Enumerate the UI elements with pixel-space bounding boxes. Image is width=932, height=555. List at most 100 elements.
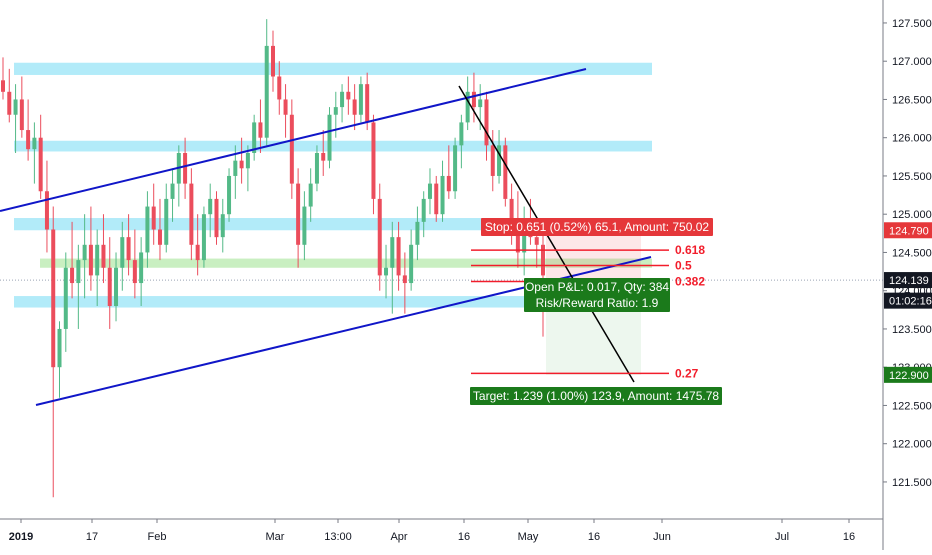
countdown-tag-bg — [884, 292, 932, 309]
candle-body — [390, 237, 395, 268]
candle-body — [396, 237, 401, 276]
price-tick-label: 125.500 — [892, 171, 932, 183]
candle-body — [126, 237, 131, 261]
zone-band — [14, 296, 652, 308]
candle-body — [365, 84, 370, 123]
candle-body — [258, 122, 263, 138]
candle-body — [283, 99, 288, 115]
price-tick-label: 127.500 — [892, 18, 932, 30]
price-tick-label: 123.500 — [892, 324, 932, 336]
fib-label: 0.27 — [675, 366, 699, 380]
candle-body — [503, 145, 508, 199]
candle-body — [233, 160, 238, 176]
candle-body — [522, 221, 527, 253]
candle-body — [208, 198, 213, 215]
target-label-bg — [470, 387, 722, 405]
candle-body — [195, 244, 200, 261]
candle-body — [145, 206, 150, 253]
candle-body — [409, 244, 414, 284]
candle-body — [509, 198, 514, 230]
target-level-tag-bg — [884, 366, 932, 383]
candle-body — [151, 206, 156, 230]
open-pnl-label-bg — [524, 278, 670, 296]
candle-body — [189, 183, 194, 245]
candle-body — [434, 183, 439, 215]
candle-body — [277, 76, 282, 100]
fib-label: 0.5 — [675, 258, 692, 272]
price-tick-label: 121.500 — [892, 477, 932, 489]
time-tick-label: Apr — [390, 531, 407, 543]
candle-body — [201, 214, 206, 261]
zone-band — [40, 258, 652, 268]
candle-body — [252, 122, 257, 153]
candle-body — [384, 267, 389, 276]
candle-body — [453, 145, 458, 192]
zone-band — [14, 140, 652, 152]
candle-body — [415, 221, 420, 245]
candle-body — [76, 260, 81, 284]
candle-body — [358, 84, 363, 115]
candle-body — [497, 145, 502, 176]
target-label: Target: 1.239 (1.00%) 123.9, Amount: 147… — [473, 389, 719, 403]
candle-body — [515, 229, 520, 253]
candle-body — [308, 183, 313, 207]
time-tick-label: Feb — [148, 531, 167, 543]
candle-body — [107, 267, 112, 306]
candle-body — [51, 229, 56, 368]
channel-upper-line — [0, 68, 587, 212]
candle-body — [164, 198, 169, 245]
stop-label: Stop: 0.651 (0.52%) 65.1, Amount: 750.02 — [485, 220, 709, 234]
candle-body — [314, 153, 319, 184]
candle-body — [63, 267, 68, 329]
candle-body — [170, 183, 175, 199]
risk-reward-label-bg — [524, 294, 670, 312]
candle-body — [214, 198, 219, 238]
candle-body — [271, 45, 275, 77]
stop-level-tag: 124.790 — [889, 225, 929, 237]
candle-body — [440, 175, 445, 215]
candle-body — [38, 137, 43, 192]
countdown-tag: 01:02:16 — [889, 296, 932, 308]
candle-body — [88, 244, 93, 276]
candle-body — [239, 160, 244, 169]
candle-body — [19, 99, 24, 131]
candle-body — [446, 175, 451, 192]
last-price-tag-bg — [884, 272, 932, 289]
candle-body — [333, 107, 338, 115]
candle-body — [57, 328, 62, 368]
target-level-tag: 122.900 — [889, 370, 929, 382]
time-tick-label: Jul — [775, 531, 789, 543]
candle-body — [371, 122, 376, 199]
candle-body — [534, 237, 539, 245]
candle-body — [465, 91, 470, 123]
time-tick-label: 13:00 — [324, 531, 352, 543]
time-tick-label: 16 — [458, 531, 470, 543]
stop-label-bg — [481, 218, 713, 236]
stop-level-tag-bg — [884, 222, 932, 239]
zone-band — [14, 62, 652, 75]
price-axis: 121.500122.000122.500123.000123.500124.0… — [882, 0, 932, 550]
candle-body — [352, 99, 357, 115]
time-axis: 2019 17 Feb Mar 13:00 Apr 16 May 16 Jun Jul 16 — [0, 518, 883, 543]
price-tick-label: 126.000 — [892, 133, 932, 145]
candle-body — [44, 191, 49, 230]
candle-body — [114, 267, 119, 306]
candle-body — [7, 91, 12, 115]
candle-body — [245, 153, 250, 169]
candle-body — [296, 183, 301, 245]
candle-body — [302, 206, 307, 245]
price-tick-label: 122.500 — [892, 400, 932, 412]
time-tick-label: May — [518, 531, 539, 543]
candle-body — [478, 99, 483, 108]
candle-body — [264, 45, 269, 138]
price-tick-label: 126.500 — [892, 94, 932, 106]
candle-body — [183, 153, 188, 184]
candle-body — [289, 114, 294, 184]
candle-body — [340, 91, 345, 108]
horizontal-zones — [0, 62, 883, 308]
time-tick-label: 17 — [86, 531, 98, 543]
time-tick-label: 16 — [843, 531, 855, 543]
